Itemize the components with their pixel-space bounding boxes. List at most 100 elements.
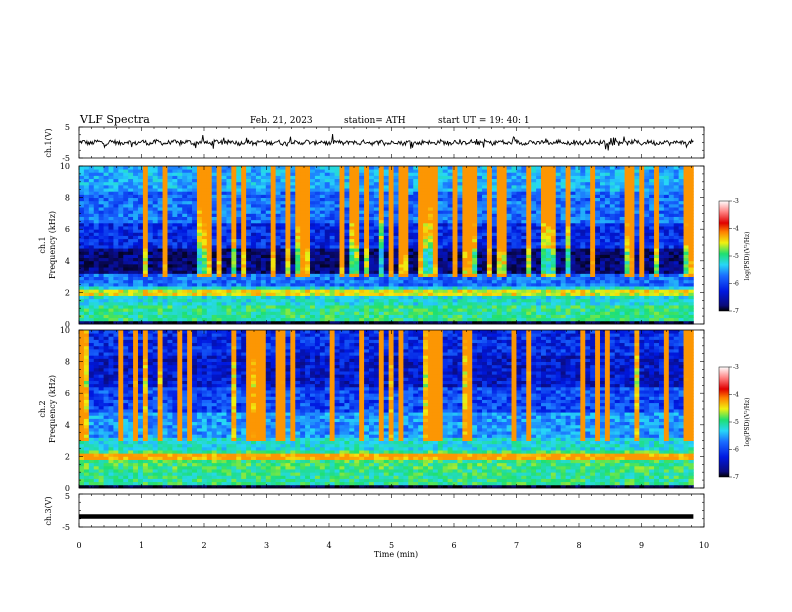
spectrogram-cell: [88, 251, 95, 255]
spectrogram-cell: [590, 314, 596, 319]
spectrogram-cell: [88, 245, 95, 249]
spectrogram-cell: [118, 241, 124, 246]
spectrogram-cell: [639, 235, 645, 240]
spectrogram-cell: [506, 305, 512, 309]
spectrogram-cell: [147, 229, 154, 233]
spectrogram-cell: [231, 222, 237, 227]
spectrogram-cell: [511, 308, 517, 312]
spectrogram-cell: [560, 245, 566, 249]
spectrogram-cell: [506, 245, 512, 249]
spectrogram-cell: [172, 238, 178, 243]
spectrogram-cell: [378, 298, 385, 303]
spectrogram-cell: [447, 286, 453, 290]
spectrogram-cell: [241, 229, 247, 233]
spectrogram-cell: [668, 248, 675, 252]
spectrogram-cell: [545, 245, 552, 249]
spectrogram-cell: [541, 298, 547, 303]
spectrogram-cell: [408, 295, 414, 300]
spectrogram-cell: [364, 216, 370, 221]
spectrogram-cell: [300, 229, 306, 233]
spectrogram-cell: [251, 282, 257, 287]
spectrogram-cell: [663, 301, 670, 306]
spectrogram-cell: [329, 260, 335, 265]
spectrogram-cell: [255, 308, 262, 312]
spectrogram-cell: [536, 241, 542, 246]
spectrogram-cell: [285, 301, 291, 306]
spectrogram-cell: [265, 238, 272, 243]
spectrogram-cell: [251, 210, 257, 214]
spectrogram-cell: [172, 279, 178, 284]
spectrogram-cell: [280, 267, 286, 271]
spectrogram-cell: [639, 263, 645, 268]
spectrogram-cell: [432, 200, 439, 205]
spectrogram-cell: [187, 257, 193, 262]
spectrogram-cell: [226, 314, 232, 319]
spectrogram-cell: [329, 292, 335, 296]
spectrogram-cell: [196, 267, 203, 271]
spectrogram-cell: [246, 320, 252, 325]
spectrogram-cell: [162, 216, 168, 221]
spectrogram-cell: [260, 295, 267, 300]
spectrogram-cell: [521, 286, 527, 290]
spectrogram-cell: [108, 254, 114, 259]
spectrogram-cell: [157, 295, 163, 300]
spectrogram-cell: [182, 301, 188, 306]
spectrogram-cell: [536, 298, 542, 303]
spectrogram-cell: [241, 289, 247, 293]
spectrogram-cell: [128, 298, 134, 303]
spectrogram-cell: [565, 229, 571, 233]
spectrogram-cell: [152, 248, 159, 252]
spectrogram-cell: [310, 305, 316, 309]
spectrogram-cell: [334, 219, 340, 224]
spectrogram-cell: [403, 222, 409, 227]
spectrogram-cell: [658, 311, 665, 315]
spectrogram-cell: [310, 229, 316, 233]
spectrogram-cell: [486, 226, 493, 230]
spectrogram-cell: [128, 232, 134, 236]
spectrogram-cell: [310, 219, 316, 224]
spectrogram-cell: [103, 279, 109, 284]
spectrogram-cell: [531, 317, 537, 322]
spectrogram-cell: [482, 289, 488, 293]
spectrogram-cell: [678, 254, 684, 259]
spectrogram-cell: [305, 301, 311, 306]
spectrogram-cell: [560, 260, 566, 265]
spectrogram-cell: [93, 213, 100, 217]
spectrogram-cell: [167, 210, 173, 214]
spectrogram-cell: [683, 273, 689, 277]
spectrogram-cell: [654, 295, 660, 300]
spectrogram-cell: [629, 260, 635, 265]
spectrogram-cell: [536, 286, 542, 290]
spectrogram-cell: [668, 238, 675, 243]
spectrogram-cell: [246, 226, 252, 230]
spectrogram-cell: [619, 238, 625, 243]
spectrogram-cell: [93, 292, 100, 296]
spectrogram-cell: [486, 200, 493, 205]
spectrogram-cell: [152, 317, 159, 322]
spectrogram-cell: [103, 276, 109, 281]
spectrogram-cell: [496, 279, 503, 284]
spectrogram-cell: [604, 200, 611, 205]
spectrogram-cell: [354, 311, 360, 315]
spectrogram-cell: [649, 308, 655, 312]
spectrogram-cell: [413, 235, 419, 240]
spectrogram-cell: [447, 222, 453, 227]
spectrogram-cell: [388, 311, 394, 315]
spectrogram-cell: [290, 219, 296, 224]
spectrogram-cell: [157, 254, 163, 259]
spectrogram-cell: [541, 235, 547, 240]
spectrogram-cell: [457, 232, 463, 236]
spectrogram-cell: [270, 222, 277, 227]
spectrogram-cell: [482, 235, 488, 240]
spectrogram-cell: [585, 245, 591, 249]
spectrogram-cell: [319, 210, 326, 214]
spectrogram-cell: [614, 305, 621, 309]
spectrogram-cell: [157, 305, 163, 309]
spectrogram-cell: [462, 286, 468, 290]
spectrogram-cell: [393, 314, 399, 319]
spectrogram-cell: [275, 270, 281, 274]
spectrogram-cell: [555, 320, 562, 325]
spectrogram-cell: [413, 314, 419, 319]
spectrogram-cell: [629, 222, 635, 227]
spectrogram-cell: [398, 301, 404, 306]
